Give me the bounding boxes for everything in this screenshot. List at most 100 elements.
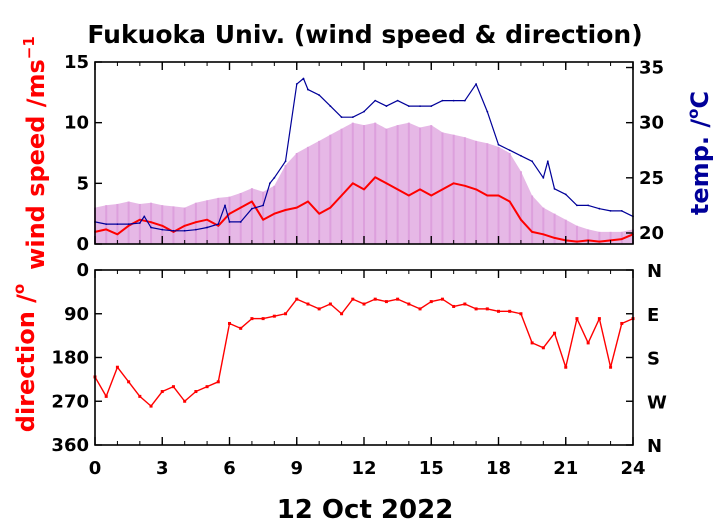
temperature-point xyxy=(116,223,119,226)
temperature-point xyxy=(553,187,556,190)
temperature-point xyxy=(385,105,388,108)
direction-tick-label: 360 xyxy=(51,435,89,456)
direction-trace xyxy=(509,310,522,315)
speed-point xyxy=(508,200,511,203)
direction-trace xyxy=(419,301,432,310)
speed-point xyxy=(284,209,287,211)
direction-trace xyxy=(487,308,499,313)
temperature-point xyxy=(452,99,455,102)
direction-trace xyxy=(229,322,241,329)
temperature-point xyxy=(143,215,146,218)
temperature-point xyxy=(396,99,399,102)
temp-tick-label: 35 xyxy=(639,58,664,79)
speed-point xyxy=(620,238,623,241)
temperature-point xyxy=(340,116,343,119)
direction-trace xyxy=(172,386,186,402)
speed-axis-label: wind speed /ms−1 xyxy=(20,36,50,270)
temperature-point xyxy=(273,176,276,179)
temperature-point xyxy=(463,99,466,102)
direction-trace xyxy=(621,317,634,325)
temperature-point xyxy=(105,223,108,226)
direction-trace xyxy=(375,298,387,303)
compass-tick-label: W xyxy=(647,392,667,413)
speed-point xyxy=(116,233,119,236)
speed-point xyxy=(307,200,309,203)
speed-point xyxy=(318,212,321,215)
temperature-point xyxy=(183,229,186,232)
temperature-point xyxy=(598,207,601,210)
temperature-point xyxy=(284,160,287,163)
compass-tick-label: N xyxy=(647,436,662,457)
direction-tick-label: 180 xyxy=(51,348,89,369)
chart-title: Fukuoka Univ. (wind speed & direction) xyxy=(87,20,642,49)
speed-point xyxy=(475,188,477,191)
direction-trace xyxy=(240,318,253,329)
temperature-point xyxy=(251,207,253,210)
temperature-point xyxy=(374,99,377,102)
direction-trace xyxy=(408,303,421,310)
direction-trace xyxy=(386,298,398,303)
temperature-line xyxy=(94,77,634,232)
speed-point xyxy=(463,184,466,187)
direction-trace xyxy=(150,391,163,407)
speed-point xyxy=(295,206,298,209)
speed-point xyxy=(486,194,489,197)
speed-point xyxy=(441,188,444,191)
x-axis-label: 12 Oct 2022 xyxy=(277,495,454,525)
temperature-point xyxy=(268,182,271,185)
direction-trace xyxy=(464,303,477,310)
direction-trace xyxy=(274,313,286,317)
y-tick-label: 10 xyxy=(64,113,89,134)
temperature-point xyxy=(508,149,511,152)
x-tick-label: 3 xyxy=(156,458,169,479)
speed-point xyxy=(217,224,220,227)
direction-trace xyxy=(217,323,231,382)
temperature-point xyxy=(127,223,130,226)
temperature-point xyxy=(546,160,549,163)
direction-trace xyxy=(553,332,567,368)
direction-trace xyxy=(284,298,298,315)
temperature-point xyxy=(531,160,534,163)
speed-point xyxy=(553,237,556,239)
x-tick-label: 15 xyxy=(419,458,444,479)
speed-panel: 0 5 10 15 20 25 30 35 xyxy=(64,52,664,255)
temperature-point xyxy=(302,77,305,80)
temp-tick-label: 30 xyxy=(639,113,664,134)
direction-trace xyxy=(341,298,354,315)
x-tick-label: 24 xyxy=(620,458,645,479)
temp-tick-label: 20 xyxy=(639,223,664,244)
temperature-point xyxy=(239,221,242,223)
temperature-point xyxy=(194,228,197,231)
temperature-point xyxy=(224,204,226,207)
speed-point xyxy=(340,194,343,197)
temperature-point xyxy=(486,110,489,113)
speed-point xyxy=(127,224,130,227)
direction-trace xyxy=(453,303,466,308)
speed-point xyxy=(497,194,500,197)
direction-trace xyxy=(587,318,601,344)
speed-point xyxy=(161,224,164,227)
speed-point xyxy=(273,212,276,215)
y-tick-label: 5 xyxy=(76,173,89,194)
direction-trace xyxy=(139,395,152,407)
direction-tick-label: 0 xyxy=(76,260,89,281)
x-tick-label: 0 xyxy=(89,458,102,479)
direction-trace xyxy=(531,342,544,349)
temperature-point xyxy=(161,228,164,231)
temperature-point xyxy=(430,105,433,108)
temperature-point xyxy=(307,88,309,91)
y-tick-label: 15 xyxy=(64,52,89,73)
temp-tick-label: 25 xyxy=(639,168,664,189)
direction-trace xyxy=(184,390,197,402)
direction-trace xyxy=(161,386,174,393)
direction-axis-label: direction /o xyxy=(10,284,40,432)
speed-point xyxy=(531,230,534,233)
direction-trace xyxy=(116,366,130,383)
temperature-point xyxy=(542,176,545,179)
temperature-point xyxy=(150,226,152,229)
speed-point xyxy=(430,194,433,197)
temperature-point xyxy=(407,105,410,108)
speed-point xyxy=(228,212,231,215)
speed-point xyxy=(520,218,522,221)
